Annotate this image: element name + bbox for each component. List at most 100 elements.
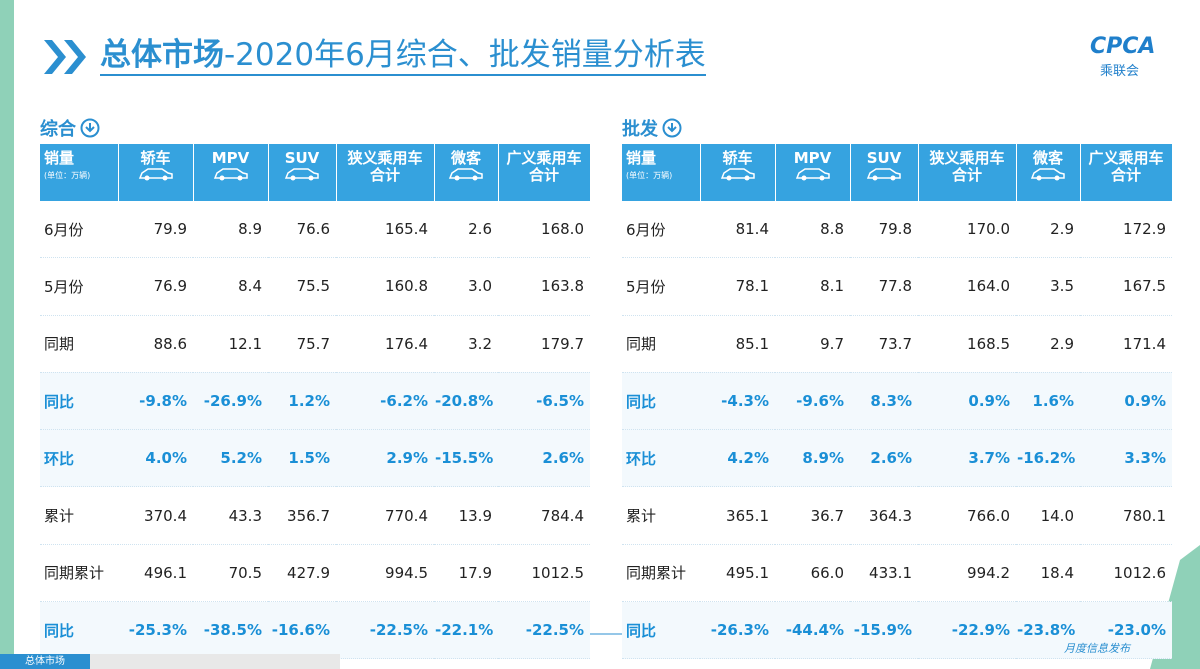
table: 销量 (单位：万辆) 轿车 MPV SUV 狭义乘用车 合计 微客 广义乘用车 合计 6月份 81.4… [622, 144, 1173, 660]
cell: 780.1 [1080, 486, 1172, 545]
row: 同期 85.1 9.7 73.7 168.5 2.9 171.4 [622, 315, 1172, 373]
cell: 9.7 [775, 315, 850, 373]
cell: 8.9% [775, 429, 850, 488]
cell: 495.1 [700, 544, 775, 603]
row: 同比 -9.8% -26.9% 1.2% -6.2% -20.8% -6.5% [40, 372, 590, 431]
cell: 76.9 [118, 257, 193, 316]
cell: 79.9 [118, 201, 193, 259]
row: 同比 -25.3% -38.5% -16.6% -22.5% -22.1% -22.5% [40, 601, 590, 660]
cell: 3.5 [1016, 257, 1080, 316]
car-icon [1030, 168, 1065, 181]
cell: 2.6% [850, 429, 918, 488]
cell: 4.2% [700, 429, 775, 488]
header-text: MPV [793, 149, 832, 167]
arrow [44, 40, 66, 74]
header-cell: MPV [193, 144, 269, 201]
car-icon [448, 168, 483, 181]
row: 同期累计 495.1 66.0 433.1 994.2 18.4 1012.6 [622, 544, 1172, 603]
title: 总体市场-2020年6月综合、批发销量分析表 [100, 36, 706, 76]
row: 同期 88.6 12.1 75.7 176.4 3.2 179.7 [40, 315, 590, 373]
cell: 88.6 [118, 315, 193, 373]
row: 同比 -26.3% -44.4% -15.9% -22.9% -23.8% -23.0% [622, 601, 1172, 660]
header-cell: 狭义乘用车 合计 [336, 144, 435, 201]
row: 累计 365.1 36.7 364.3 766.0 14.0 780.1 [622, 486, 1172, 545]
header-text: 合计 [528, 166, 559, 184]
header-unit: (单位：万辆) [626, 171, 673, 180]
cell: -4.3% [700, 372, 775, 431]
header-text: 狭义乘用车 [347, 149, 423, 167]
cell: 3.0 [434, 257, 498, 316]
cell: 2.6% [498, 429, 590, 488]
table-title: 综合 [40, 112, 590, 144]
table-block: 批发 销量 (单位：万辆) 轿车 MPV SUV 狭义乘用车 合计 微客 广义乘用车 合计 6月份 81… [622, 112, 1173, 660]
cell: -25.3% [118, 601, 193, 660]
row-label: 同比 [622, 372, 700, 431]
row: 环比 4.2% 8.9% 2.6% 3.7% -16.2% 3.3% [622, 429, 1172, 488]
table: 销量 (单位：万辆) 轿车 MPV SUV 狭义乘用车 合计 微客 广义乘用车 合计 6月份 79.9… [40, 144, 591, 660]
cell: -15.5% [434, 429, 498, 488]
cell: 17.9 [434, 544, 498, 603]
cell: 8.1 [775, 257, 850, 316]
cell: -23.8% [1016, 601, 1080, 660]
cell: 365.1 [700, 486, 775, 545]
cell: 13.9 [434, 486, 498, 545]
cell: -9.6% [775, 372, 850, 431]
cell: 36.7 [775, 486, 850, 545]
header-text: 广义乘用车 [506, 149, 582, 167]
header-text: 微客 [1032, 149, 1063, 167]
cell: 1.2% [268, 372, 336, 431]
cell: 78.1 [700, 257, 775, 316]
cell: 14.0 [1016, 486, 1080, 545]
cell: 766.0 [918, 486, 1016, 545]
row-label: 5月份 [40, 257, 118, 316]
header-text: 广义乘用车 [1088, 149, 1164, 167]
cell: -16.6% [268, 601, 336, 660]
cell: 0.9% [918, 372, 1016, 431]
cell: 770.4 [336, 486, 434, 545]
header-cell: 狭义乘用车 合计 [918, 144, 1017, 201]
header-row: 销量 (单位：万辆) 轿车 MPV SUV 狭义乘用车 合计 微客 广义乘用车 合计 [622, 144, 1173, 201]
row-label: 6月份 [622, 201, 700, 259]
header-cell: 微客 [1016, 144, 1081, 201]
cell: 70.5 [193, 544, 268, 603]
cell: 164.0 [918, 257, 1016, 316]
cell: 994.2 [918, 544, 1016, 603]
row-label: 环比 [622, 429, 700, 488]
header-unit: (单位：万辆) [44, 171, 91, 180]
row: 同期累计 496.1 70.5 427.9 994.5 17.9 1012.5 [40, 544, 590, 603]
cell: -23.0% [1080, 601, 1172, 660]
row-label: 累计 [40, 486, 118, 545]
cell: 433.1 [850, 544, 918, 603]
row-label: 5月份 [622, 257, 700, 316]
table-title-text: 批发 [622, 119, 658, 140]
title-main: 总体市场 [100, 37, 224, 73]
cell: -15.9% [850, 601, 918, 660]
car-icon [720, 168, 755, 181]
cell: 1.6% [1016, 372, 1080, 431]
header-text: 狭义乘用车 [929, 149, 1005, 167]
row: 累计 370.4 43.3 356.7 770.4 13.9 784.4 [40, 486, 590, 545]
row-label: 同比 [40, 601, 118, 660]
cell: -22.9% [918, 601, 1016, 660]
header-label: 销量 [626, 149, 657, 167]
cell: 8.4 [193, 257, 268, 316]
cell: 73.7 [850, 315, 918, 373]
arrow [64, 40, 86, 74]
title-rest: -2020年6月综合、批发销量分析表 [224, 37, 706, 73]
cell: 8.3% [850, 372, 918, 431]
header-cell: 销量 (单位：万辆) [622, 144, 701, 201]
row: 5月份 78.1 8.1 77.8 164.0 3.5 167.5 [622, 257, 1172, 316]
cell: 994.5 [336, 544, 434, 603]
table-block: 综合 销量 (单位：万辆) 轿车 MPV SUV 狭义乘用车 合计 微客 广义乘用车 合计 6月份 79… [40, 112, 591, 660]
car-icon [138, 168, 173, 181]
header-cell: MPV [775, 144, 851, 201]
cell: -6.5% [498, 372, 590, 431]
cell: -9.8% [118, 372, 193, 431]
row-label: 同期 [40, 315, 118, 373]
car-icon [213, 168, 248, 181]
cell: 2.9 [1016, 315, 1080, 373]
header-label: 销量 [44, 149, 75, 167]
header-text: 合计 [369, 166, 400, 184]
cell: -38.5% [193, 601, 268, 660]
